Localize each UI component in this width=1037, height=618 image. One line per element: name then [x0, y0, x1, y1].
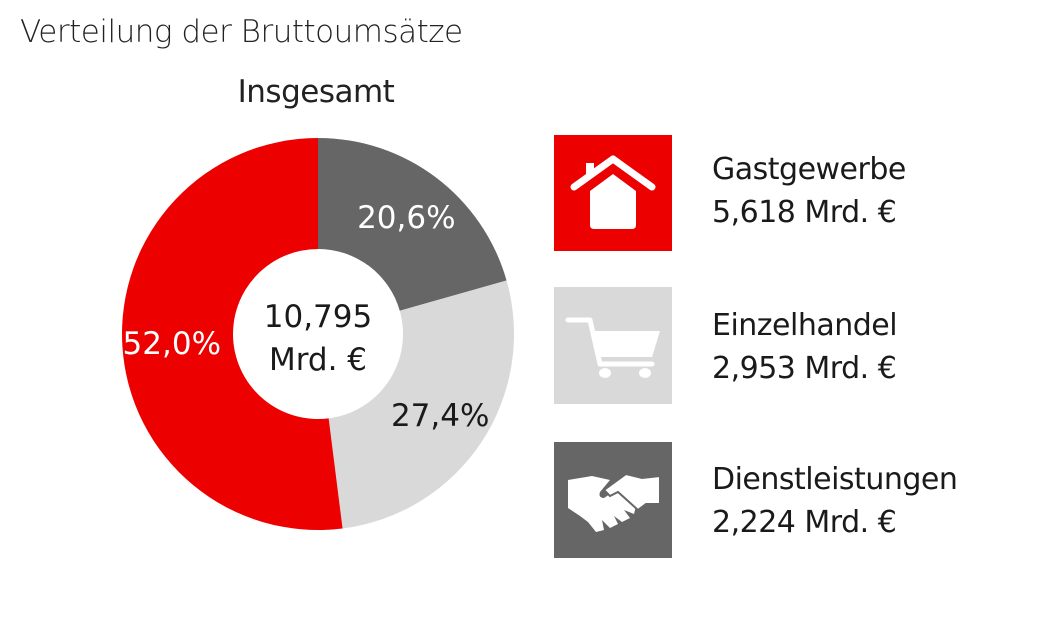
slice-label-einzelhandel: 27,4% — [391, 398, 489, 434]
chart-subtitle: Insgesamt — [237, 74, 395, 110]
legend-item-gastgewerbe: Gastgewerbe 5,618 Mrd. € — [712, 148, 906, 234]
slice-gastgewerbe — [122, 138, 343, 530]
slice-label-dienstleistungen: 20,6% — [357, 200, 455, 236]
legend-swatch-gastgewerbe — [554, 135, 672, 251]
slice-einzelhandel — [328, 280, 514, 529]
legend-amount: 2,224 Mrd. € — [712, 505, 897, 540]
center-total-value: 10,795 — [264, 299, 372, 335]
donut-chart: 10,795 Mrd. € 20,6% 27,4% 52,0% — [122, 138, 514, 530]
slice-label-gastgewerbe: 52,0% — [123, 326, 221, 362]
legend-swatch-einzelhandel — [554, 287, 672, 404]
legend-label: Dienstleistungen — [712, 462, 958, 497]
legend-label: Gastgewerbe — [712, 152, 906, 187]
slice-dienstleistungen — [318, 138, 507, 311]
handshake-icon — [568, 472, 661, 532]
legend-swatch-dienstleistungen — [554, 442, 672, 558]
legend-item-dienstleistungen: Dienstleistungen 2,224 Mrd. € — [712, 458, 958, 544]
house-icon — [570, 155, 656, 229]
legend-amount: 2,953 Mrd. € — [712, 351, 897, 386]
legend-item-einzelhandel: Einzelhandel 2,953 Mrd. € — [712, 304, 898, 390]
center-total-unit: Mrd. € — [269, 342, 367, 378]
legend-amount: 5,618 Mrd. € — [712, 195, 897, 230]
legend-label: Einzelhandel — [712, 308, 898, 343]
chart-title: Verteilung der Bruttoumsätze — [20, 14, 463, 50]
shopping-cart-icon — [565, 317, 660, 378]
